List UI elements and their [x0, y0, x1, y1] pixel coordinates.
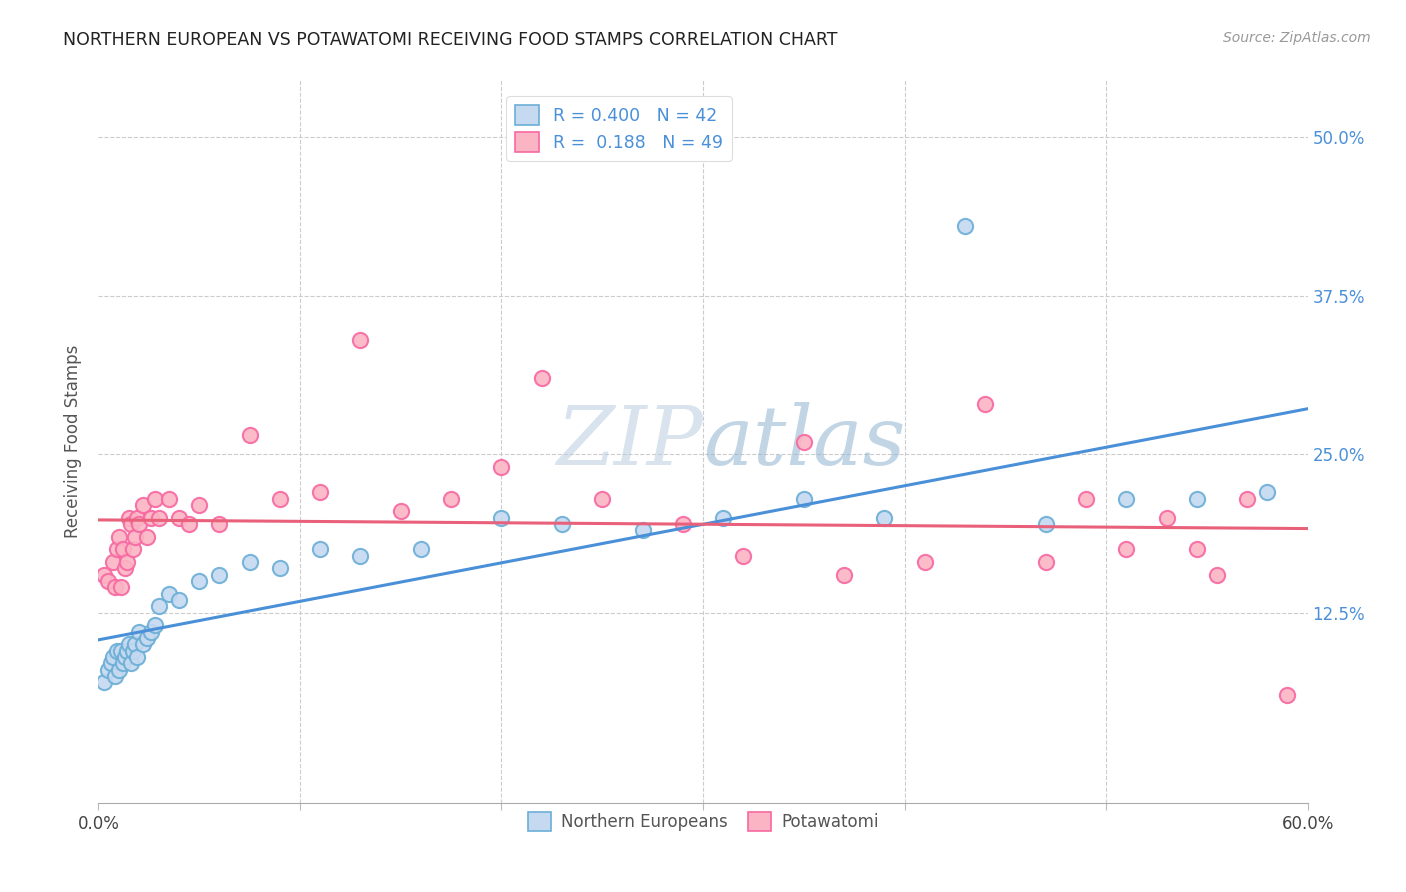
Point — [491, 459, 513, 474]
Point — [148, 510, 170, 524]
Point — [110, 580, 132, 594]
Point — [1185, 542, 1208, 557]
Point — [120, 657, 142, 671]
Point — [591, 491, 613, 506]
Point — [120, 516, 142, 531]
Point — [111, 542, 134, 557]
Point — [103, 669, 125, 683]
Point — [93, 567, 115, 582]
Text: NORTHERN EUROPEAN VS POTAWATOMI RECEIVING FOOD STAMPS CORRELATION CHART: NORTHERN EUROPEAN VS POTAWATOMI RECEIVIN… — [63, 31, 838, 49]
Point — [873, 510, 896, 524]
Point — [143, 491, 166, 506]
Point — [101, 650, 124, 665]
Point — [440, 491, 463, 506]
Point — [309, 485, 332, 500]
Point — [107, 663, 129, 677]
Point — [309, 542, 332, 557]
Point — [105, 542, 128, 557]
Point — [107, 530, 129, 544]
Point — [167, 510, 190, 524]
Point — [132, 637, 155, 651]
Point — [1185, 491, 1208, 506]
Point — [1256, 485, 1278, 500]
Point — [179, 516, 201, 531]
Point — [135, 530, 157, 544]
Point — [188, 498, 211, 512]
Point — [1115, 542, 1137, 557]
Point — [711, 510, 734, 524]
Point — [121, 643, 143, 657]
Point — [115, 643, 138, 657]
Point — [93, 675, 115, 690]
Point — [914, 555, 936, 569]
Legend: Northern Europeans, Potawatomi: Northern Europeans, Potawatomi — [520, 805, 886, 838]
Point — [139, 624, 162, 639]
Point — [157, 587, 180, 601]
Point — [269, 491, 291, 506]
Text: ZIP: ZIP — [557, 401, 703, 482]
Y-axis label: Receiving Food Stamps: Receiving Food Stamps — [65, 345, 83, 538]
Text: Source: ZipAtlas.com: Source: ZipAtlas.com — [1223, 31, 1371, 45]
Point — [118, 637, 141, 651]
Point — [110, 643, 132, 657]
Point — [105, 643, 128, 657]
Point — [128, 516, 150, 531]
Point — [97, 574, 120, 588]
Point — [631, 523, 654, 537]
Point — [167, 593, 190, 607]
Point — [111, 657, 134, 671]
Point — [125, 510, 148, 524]
Text: atlas: atlas — [703, 401, 905, 482]
Point — [832, 567, 855, 582]
Point — [114, 650, 136, 665]
Point — [143, 618, 166, 632]
Point — [409, 542, 432, 557]
Point — [124, 530, 146, 544]
Point — [124, 637, 146, 651]
Point — [148, 599, 170, 614]
Point — [114, 561, 136, 575]
Point — [491, 510, 513, 524]
Point — [115, 555, 138, 569]
Point — [139, 510, 162, 524]
Point — [733, 549, 755, 563]
Point — [208, 516, 231, 531]
Point — [793, 434, 815, 449]
Point — [157, 491, 180, 506]
Point — [121, 542, 143, 557]
Point — [793, 491, 815, 506]
Point — [269, 561, 291, 575]
Point — [1277, 688, 1299, 702]
Point — [1074, 491, 1097, 506]
Point — [1206, 567, 1229, 582]
Point — [974, 396, 997, 410]
Point — [672, 516, 695, 531]
Point — [1115, 491, 1137, 506]
Point — [1156, 510, 1178, 524]
Point — [97, 663, 120, 677]
Point — [239, 428, 262, 442]
Point — [208, 567, 231, 582]
Point — [389, 504, 412, 518]
Point — [239, 555, 262, 569]
Point — [125, 650, 148, 665]
Point — [132, 498, 155, 512]
Point — [1035, 555, 1057, 569]
Point — [349, 333, 371, 347]
Point — [135, 631, 157, 645]
Point — [101, 555, 124, 569]
Point — [103, 580, 125, 594]
Point — [1236, 491, 1258, 506]
Point — [1035, 516, 1057, 531]
Point — [188, 574, 211, 588]
Point — [551, 516, 574, 531]
Point — [530, 371, 553, 385]
Point — [100, 657, 122, 671]
Point — [953, 219, 976, 233]
Point — [128, 624, 150, 639]
Point — [349, 549, 371, 563]
Point — [118, 510, 141, 524]
